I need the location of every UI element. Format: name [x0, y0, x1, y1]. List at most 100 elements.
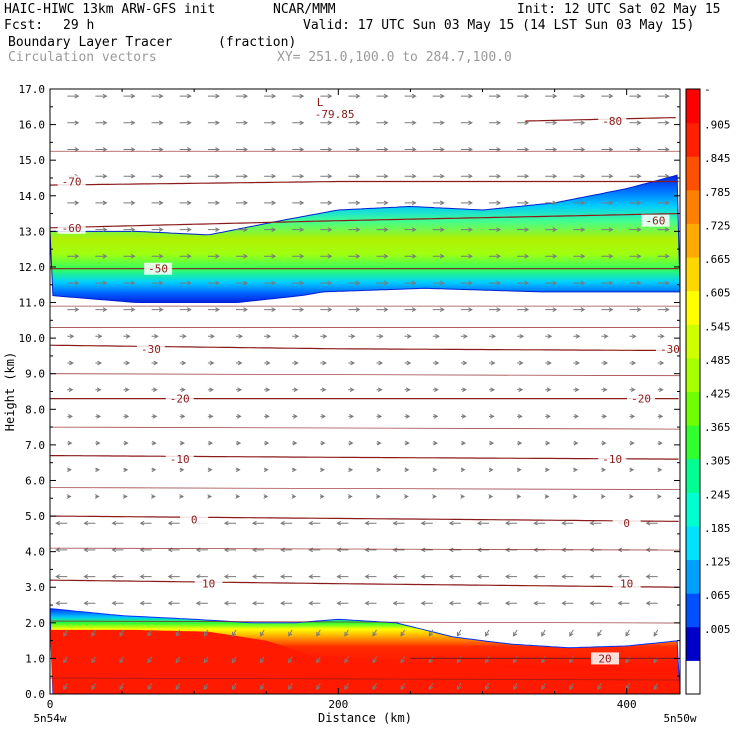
circulation-vector [420, 547, 433, 553]
circulation-vector [151, 360, 159, 366]
colorbar-label: .785 [704, 186, 731, 199]
circulation-vector [67, 307, 80, 313]
circulation-vector [67, 387, 74, 393]
colorbar-swatch [686, 290, 700, 325]
circulation-vector [601, 440, 607, 446]
circulation-vector [404, 440, 410, 446]
circulation-vector [175, 656, 181, 664]
circulation-vector [122, 494, 128, 499]
circulation-vector [264, 253, 277, 259]
circulation-vector [504, 520, 518, 526]
circulation-vector [517, 387, 524, 393]
circulation-vector [67, 147, 80, 152]
circulation-vector [147, 629, 153, 637]
circulation-vector [179, 333, 187, 339]
circulation-vector [207, 440, 214, 446]
circulation-vector [319, 494, 325, 499]
circulation-vector [489, 414, 495, 419]
circulation-vector [316, 656, 321, 664]
circulation-vector [280, 600, 293, 606]
colorbar-swatch [686, 223, 700, 258]
circulation-vector [207, 360, 215, 366]
circulation-vector [476, 520, 489, 526]
circulation-vector [231, 683, 237, 691]
circulation-vector [573, 200, 586, 206]
circulation-vector [629, 200, 642, 206]
circulation-vector [375, 494, 381, 499]
circulation-vector [123, 280, 136, 286]
circulation-vector [292, 93, 305, 99]
circulation-vector [207, 120, 220, 126]
circulation-vector [147, 656, 153, 664]
circulation-vector [601, 467, 607, 473]
circulation-vector [456, 629, 462, 637]
circulation-vector [476, 547, 489, 553]
circulation-vector [348, 360, 356, 366]
circulation-vector [601, 333, 609, 339]
circulation-vector [111, 574, 124, 579]
circulation-vector [139, 600, 152, 606]
circulation-vector [235, 467, 241, 473]
colorbar-label: .365 [704, 421, 731, 434]
circulation-vector [336, 600, 349, 606]
circulation-vector [67, 414, 73, 419]
circulation-vector [517, 200, 530, 206]
circulation-vector [628, 494, 634, 499]
circulation-vector [600, 494, 606, 499]
contour-line [49, 620, 681, 624]
circulation-vector [264, 307, 277, 313]
circulation-vector [629, 173, 642, 179]
circulation-vector [404, 120, 417, 126]
circulation-vector [63, 629, 68, 637]
circulation-vector [489, 93, 502, 99]
circulation-vector [292, 333, 300, 339]
circulation-vector [264, 440, 270, 446]
contour-label: -60 [646, 215, 666, 228]
circulation-vector [264, 280, 277, 286]
circulation-vector [320, 173, 333, 179]
colorbar-swatch [686, 593, 700, 628]
circulation-vector [404, 414, 411, 419]
circulation-vector [348, 333, 356, 339]
y-tick-label: 8.0 [25, 403, 45, 416]
circulation-vector [67, 200, 80, 206]
contour-label: -70 [62, 176, 82, 189]
circulation-vector [207, 227, 220, 232]
circulation-vector [336, 520, 349, 526]
circulation-vector [657, 440, 663, 446]
circulation-vector [179, 93, 192, 99]
circulation-vector [123, 253, 136, 259]
circulation-vector [460, 173, 473, 179]
circulation-vector [288, 629, 293, 637]
circulation-vector [364, 547, 377, 553]
circulation-vector [573, 280, 586, 286]
circulation-vector [151, 147, 164, 152]
circulation-vector [320, 307, 333, 313]
circulation-vector [657, 467, 663, 473]
circulation-vector [348, 173, 361, 179]
circulation-vector [95, 253, 108, 259]
circulation-vector [376, 253, 389, 259]
circulation-vector [123, 440, 129, 446]
circulation-vector [517, 333, 525, 339]
contour-label: 0 [623, 517, 630, 530]
circulation-vector [657, 414, 664, 419]
circulation-vector [207, 307, 220, 313]
circulation-vector [545, 307, 558, 313]
circulation-vector [83, 520, 96, 526]
circulation-vector [63, 656, 68, 664]
circulation-vector [291, 494, 297, 499]
y-tick-label: 7.0 [25, 439, 45, 452]
circulation-vector [460, 227, 473, 232]
contour-label: -30 [141, 343, 161, 356]
circulation-vector [63, 683, 68, 691]
circulation-vector [348, 414, 355, 419]
circulation-vector [83, 600, 96, 606]
circulation-vector [179, 387, 186, 393]
circulation-vector [280, 574, 293, 579]
field-name: Boundary Layer Tracer [8, 35, 173, 50]
circulation-vector [320, 333, 328, 339]
colorbar-swatch [686, 525, 700, 561]
circulation-vector [123, 200, 136, 206]
minimum-value: -79.85 [315, 108, 355, 121]
